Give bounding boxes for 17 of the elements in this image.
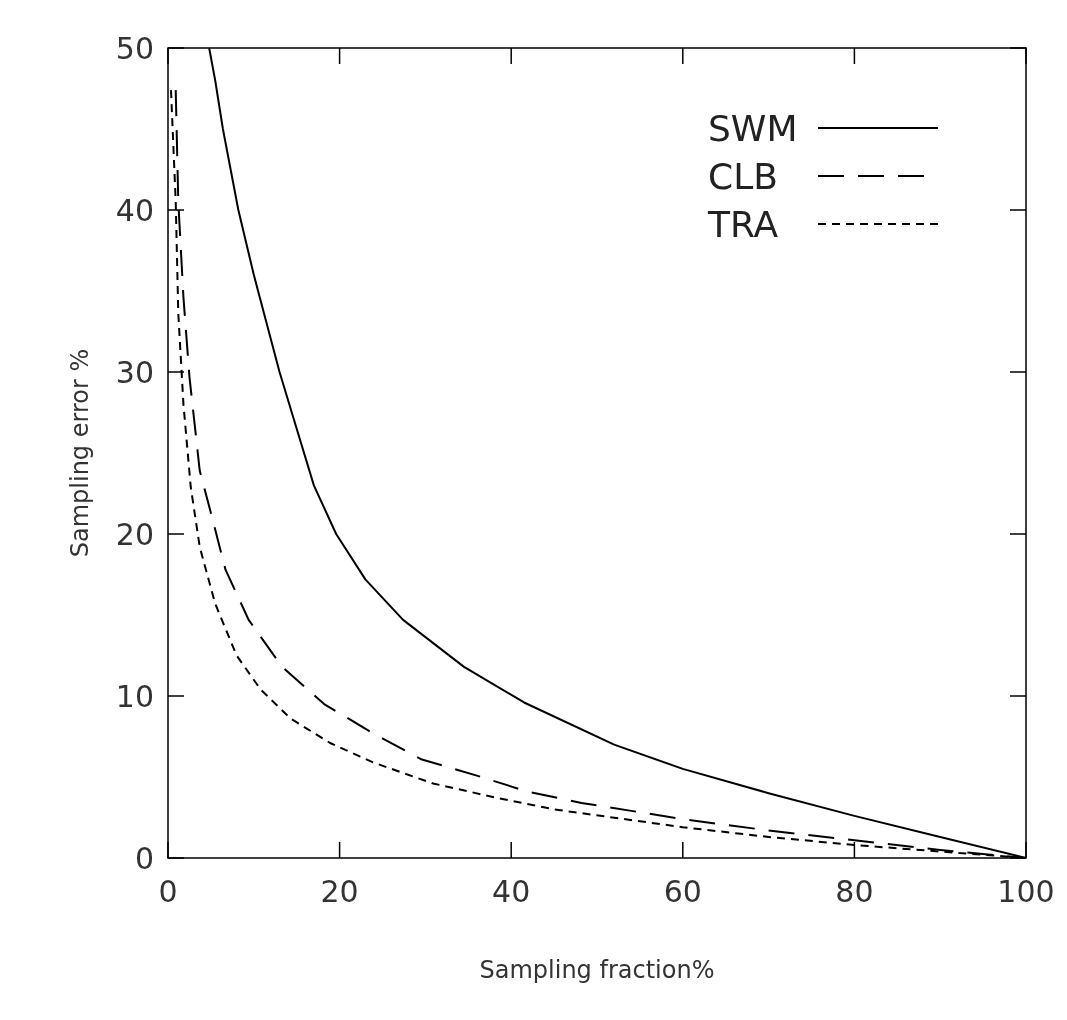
x-axis-title: Sampling fraction% (479, 956, 715, 984)
x-tick-label: 60 (663, 874, 702, 909)
y-tick-label: 30 (115, 354, 154, 390)
y-tick-label: 10 (115, 678, 154, 714)
y-tick-label: 20 (115, 516, 154, 552)
legend-label: CLB (708, 155, 778, 197)
y-tick-label: 0 (134, 840, 154, 876)
x-tick-label: 80 (835, 874, 874, 909)
y-axis-title: Sampling error % (66, 348, 94, 558)
x-tick-label: 100 (997, 874, 1055, 909)
x-tick-label: 20 (320, 874, 359, 909)
legend-label: TRA (707, 203, 779, 245)
x-tick-label: 0 (158, 874, 178, 909)
legend-label: SWM (708, 107, 798, 149)
y-tick-label: 40 (115, 192, 154, 228)
x-tick-label: 40 (492, 874, 531, 909)
y-tick-label: 50 (115, 30, 154, 66)
